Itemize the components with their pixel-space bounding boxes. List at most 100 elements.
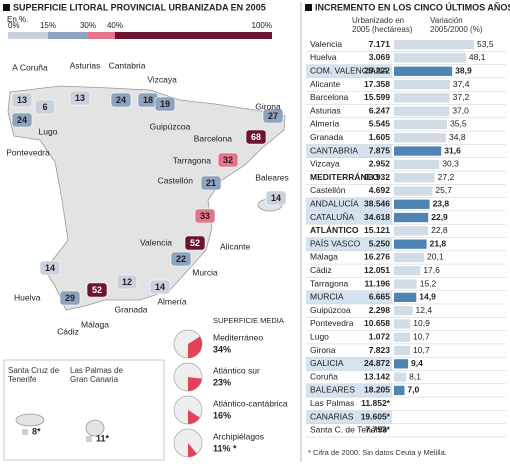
province-name: Cantabria [109,60,146,70]
row-hectares: 6.247 [369,105,391,115]
province-area [39,260,61,276]
island-value: 11* [96,433,110,443]
canarias-box [3,359,165,461]
row-hectares: 15.121 [364,225,390,235]
row-hectares: 11.852* [361,398,391,408]
row-name: BALEARES [310,385,355,395]
variation-bar [394,79,450,90]
province-area [149,279,171,295]
row-hectares: 5.545 [369,119,391,129]
province-area [194,208,216,224]
variation-label: 48,1 [469,52,486,62]
variation-label: 12,4 [416,305,433,315]
province-area [262,108,284,124]
row-name: COM. VALENCIANA [310,66,388,76]
row-name: MEDITERRÁNEO [310,172,379,182]
row-hectares: 7.753* [365,425,390,435]
variation-bar [394,40,474,50]
scale-label: 15% [40,21,56,30]
province-area [184,235,206,251]
province-value: 13 [75,93,85,103]
variation-label: 27,2 [438,172,455,182]
title-bullet [3,4,10,11]
scale-segment [8,32,48,39]
row-hectares: 38.546 [364,199,390,209]
province-area [34,99,56,115]
province-value: 21 [206,178,216,188]
province-area [265,190,287,206]
province-value: 52 [92,285,102,295]
province-value: 24 [116,95,126,105]
variation-bar [394,186,433,196]
province-name: Guipúzcoa [150,121,191,131]
row-highlight [306,210,392,225]
row-name: GALICIA [310,358,344,368]
scale-label: 40% [107,21,123,30]
variation-label: 53,5 [477,39,494,49]
row-name: PAÍS VASCO [310,238,361,248]
variation-label: 17,6 [423,265,440,275]
province-value: 14 [45,263,55,273]
province-area [110,92,132,108]
map-unit: En %. [7,15,28,24]
province-name: Barcelona [194,133,233,143]
row-highlight [306,357,392,371]
province-value: 18 [143,95,153,105]
province-area [217,152,239,168]
row-hectares: 11.196 [364,278,390,288]
row-hectares: 10.658 [364,318,390,328]
column-header: Urbanizado en 2005 (hectáreas) [352,16,413,34]
row-name: Santa C. de Tenerife [310,425,388,435]
row-hectares: 1.605 [369,132,391,142]
variation-bar [394,266,421,276]
variation-bar [394,345,410,356]
variation-bar [394,53,466,63]
pie-wedge [188,377,202,391]
province-value: 22 [176,254,186,264]
row-name: Granada [310,132,343,142]
row-highlight [306,197,392,211]
variation-label: 35,5 [450,119,467,129]
pie-value: 23% [213,377,231,387]
province-name: Vizcaya [147,74,177,84]
row-highlight [306,144,392,158]
variation-label: 37,2 [453,92,470,102]
province-area [245,129,267,145]
province-name: Cádiz [57,326,79,336]
pie-name: Atlántico sur [213,365,260,375]
variation-label: 7,0 [407,385,419,395]
pie-name: Atlántico-cantábrica [213,398,288,408]
variation-bar [394,119,448,130]
column-header: Variación 2005/2000 (%) [430,16,483,34]
pie-wedge [188,443,197,457]
row-highlight [306,383,392,398]
island [85,419,105,437]
variation-label: 10,9 [413,318,430,328]
province-name: Baleares [255,172,289,182]
province-area [11,112,33,128]
province-value: 24 [17,115,27,125]
scale-segment [48,32,88,39]
variation-bar [394,252,425,263]
variation-label: 10,7 [413,345,430,355]
variation-label: 20,1 [427,252,444,262]
scale-label: 30% [80,21,96,30]
row-hectares: 2.298 [369,305,391,315]
row-hectares: 29.222 [364,66,390,76]
row-name: Almería [310,119,340,129]
variation-bar [394,199,430,209]
island-area [86,436,92,442]
row-hectares: 7.823 [369,345,391,355]
pie-value: 16% [213,410,231,420]
variation-label: 22,8 [431,225,448,235]
row-hectares: 5.250 [369,238,391,248]
scale-label: 100% [252,21,272,30]
variation-bar [394,133,447,143]
row-name: Tarragona [310,278,349,288]
row-name: Castellón [310,185,346,195]
variation-bar [394,319,411,329]
footnote: * Cifra de 2000. Sin datos Ceuta y Melil… [308,448,447,457]
row-hectares: 17.358 [364,79,390,89]
variation-label: 8,1 [409,371,421,381]
row-name: Huelva [310,52,337,62]
